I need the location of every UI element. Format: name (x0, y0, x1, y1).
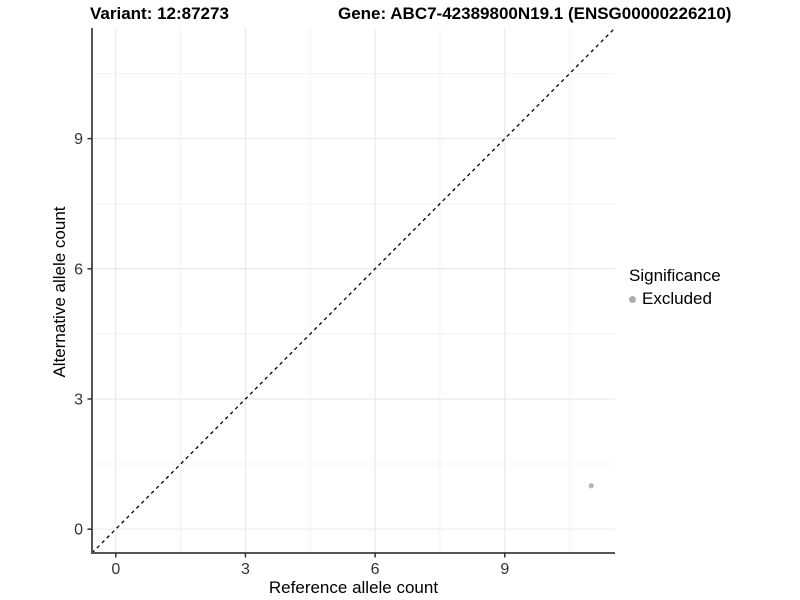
x-axis-label: Reference allele count (268, 578, 439, 597)
legend-point-icon (629, 295, 636, 303)
y-tick-label: 9 (74, 131, 83, 148)
gene-title: Gene: ABC7-42389800N19.1 (ENSG0000022621… (338, 4, 732, 23)
x-tick-label: 3 (241, 561, 250, 578)
y-tick-label: 3 (74, 391, 83, 408)
legend-item-label: Excluded (642, 289, 712, 308)
y-tick-label: 0 (74, 522, 83, 539)
legend-item-excluded: Excluded (629, 289, 721, 309)
x-tick-label: 0 (111, 561, 120, 578)
legend: Significance Excluded (629, 266, 721, 309)
variant-title: Variant: 12:87273 (90, 4, 229, 23)
identity-dashed-line (91, 27, 616, 554)
x-tick-label: 9 (500, 561, 509, 578)
legend-title: Significance (629, 266, 721, 285)
y-tick-label: 6 (74, 261, 83, 278)
y-axis-label: Alternative allele count (50, 206, 69, 378)
data-point (588, 483, 594, 489)
x-tick-label: 6 (371, 561, 380, 578)
